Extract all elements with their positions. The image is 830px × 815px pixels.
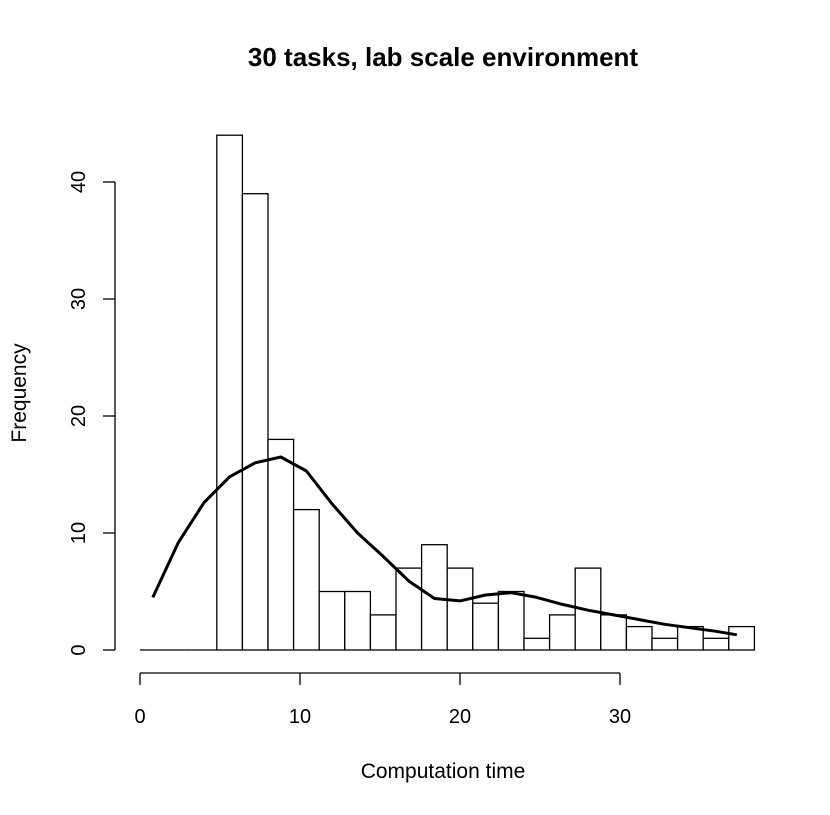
density-curve — [151, 455, 738, 637]
histogram-bar-19 — [625, 625, 653, 651]
histogram-bar-6 — [292, 508, 320, 651]
y-tick-label-30: 30 — [68, 288, 90, 310]
y-axis-label: Frequency — [8, 343, 31, 443]
histogram-bar-3 — [216, 134, 244, 651]
x-tick-label-30: 30 — [609, 706, 631, 728]
x-axis: 0 10 20 30 — [134, 672, 631, 728]
histogram-bar-18 — [600, 614, 628, 651]
y-tick-label-0: 0 — [68, 644, 90, 655]
histogram-bar-4 — [241, 193, 269, 651]
x-tick-label-10: 10 — [289, 706, 311, 728]
y-tick-label-40: 40 — [68, 171, 90, 193]
y-tick-label-20: 20 — [68, 405, 90, 427]
histogram-bar-15 — [523, 637, 551, 651]
y-axis: 0 10 20 30 40 — [68, 171, 116, 656]
histogram-bar-12 — [446, 567, 474, 651]
histogram-bar-5 — [267, 438, 295, 651]
histogram-bar-23 — [728, 625, 756, 651]
x-tick-label-0: 0 — [134, 706, 145, 728]
chart-title: 30 tasks, lab scale environment — [248, 42, 639, 72]
histogram-bar-13 — [472, 602, 500, 651]
histogram-bar-20 — [651, 637, 679, 651]
histogram-bars — [140, 134, 756, 651]
x-axis-label: Computation time — [361, 760, 526, 783]
y-tick-label-10: 10 — [68, 522, 90, 544]
histogram-bar-8 — [344, 590, 372, 651]
histogram-bar-7 — [318, 590, 346, 651]
histogram-bar-9 — [369, 614, 397, 651]
histogram-bar-14 — [497, 590, 525, 651]
x-tick-label-20: 20 — [449, 706, 471, 728]
histogram-bar-16 — [548, 614, 576, 651]
histogram-bar-22 — [702, 637, 730, 651]
